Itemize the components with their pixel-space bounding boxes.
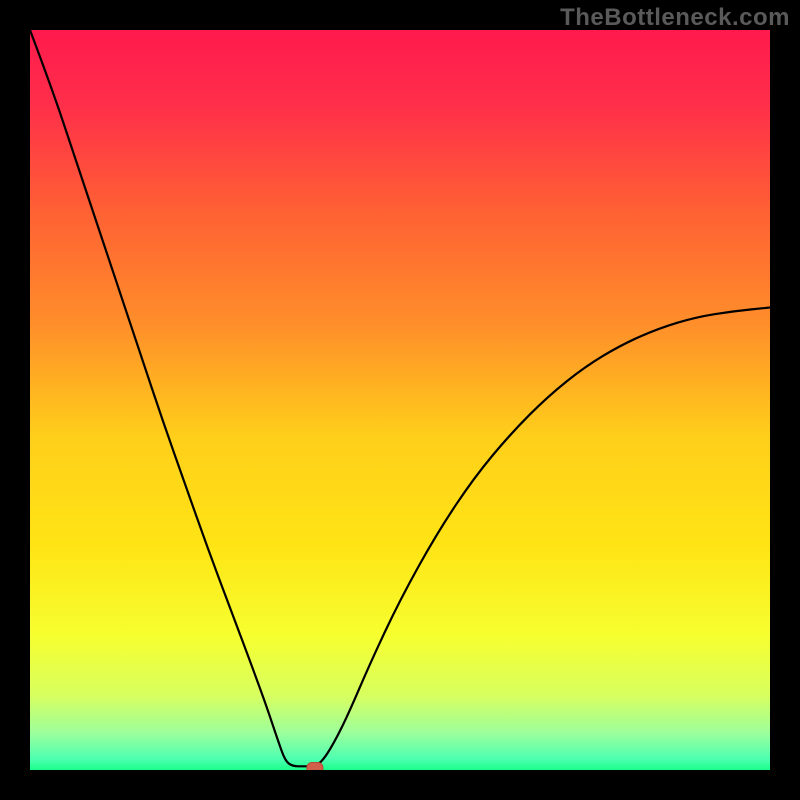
gradient-background — [30, 30, 770, 770]
chart-container: TheBottleneck.com — [0, 0, 800, 800]
chart-svg — [30, 30, 770, 770]
watermark-text: TheBottleneck.com — [560, 4, 790, 32]
optimal-marker — [307, 763, 323, 770]
plot-area — [30, 30, 770, 770]
